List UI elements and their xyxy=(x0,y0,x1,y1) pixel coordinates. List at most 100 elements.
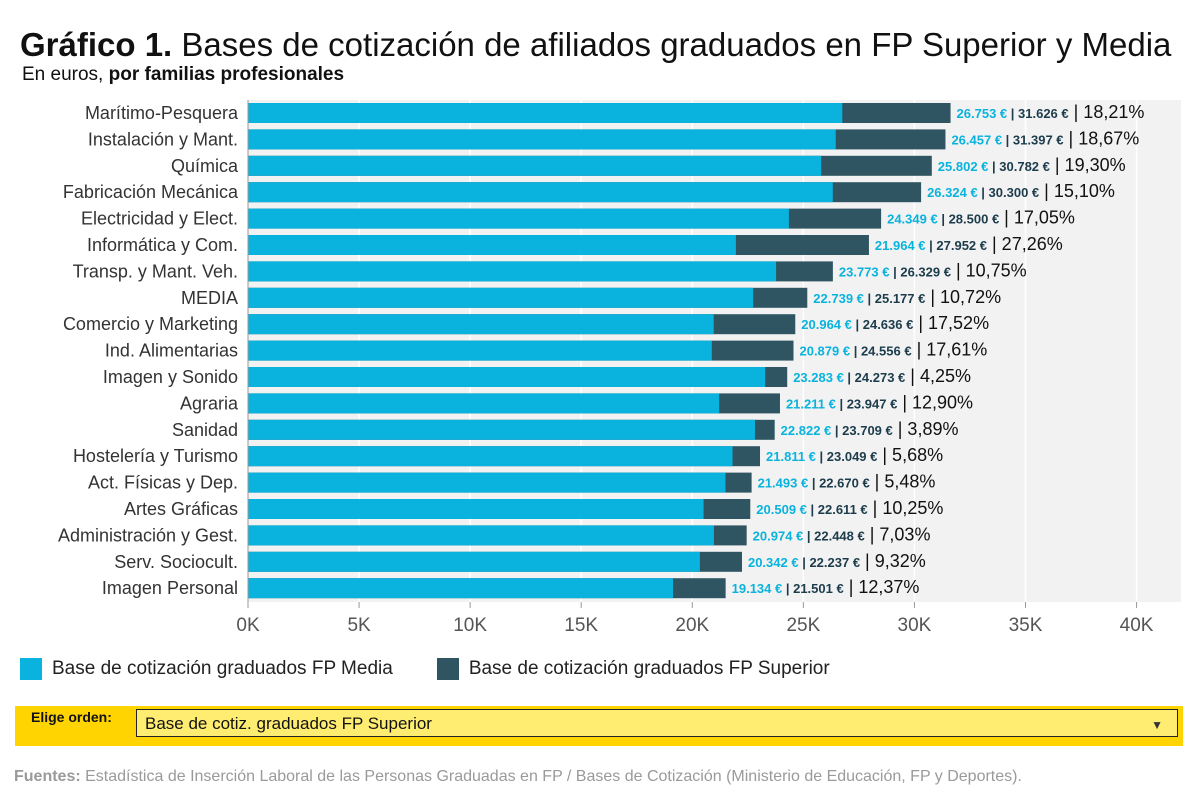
data-label: 20.509 € | 22.611 € | 10,25% xyxy=(756,498,943,518)
label-superior: | 27.952 € xyxy=(926,238,987,253)
legend-item-superior[interactable]: Base de cotización graduados FP Superior xyxy=(436,658,830,680)
label-media: 21.493 € xyxy=(758,476,809,491)
bar-media xyxy=(248,314,714,335)
data-label: 23.773 € | 26.329 € | 10,75% xyxy=(839,260,1027,280)
label-superior: | 31.397 € xyxy=(1002,132,1063,147)
subtitle-prefix: En euros, xyxy=(22,64,104,85)
label-media: 20.879 € xyxy=(799,344,850,359)
legend-label-media: Base de cotización graduados FP Media xyxy=(52,658,393,679)
bar-media xyxy=(248,208,789,229)
category-label: Instalación y Mant. xyxy=(88,129,238,149)
label-media: 26.457 € xyxy=(951,132,1002,147)
chevron-down-icon[interactable]: ▼ xyxy=(1151,718,1163,732)
label-superior: | 21.501 € xyxy=(782,581,843,596)
label-superior: | 25.177 € xyxy=(864,291,925,306)
label-pct: | 17,52% xyxy=(913,313,989,333)
bar-media xyxy=(248,472,726,493)
data-label: 21.493 € | 22.670 € | 5,48% xyxy=(758,472,936,492)
bar-media xyxy=(248,446,733,467)
label-superior: | 28.500 € xyxy=(938,212,999,227)
x-tick-label: 20K xyxy=(675,615,709,636)
label-pct: | 12,37% xyxy=(844,577,920,597)
x-tick-label: 40K xyxy=(1120,615,1154,636)
label-superior: | 23.709 € xyxy=(831,423,892,438)
category-label: Comercio y Marketing xyxy=(63,314,238,334)
label-pct: | 4,25% xyxy=(905,366,971,386)
bar-media xyxy=(248,367,766,387)
chart-subtitle: En euros, por familias profesionales xyxy=(22,64,344,86)
data-label: 23.283 € | 24.273 € | 4,25% xyxy=(793,366,971,386)
label-pct: | 9,32% xyxy=(860,551,926,571)
data-label: 26.324 € | 30.300 € | 15,10% xyxy=(927,181,1115,201)
bar-media xyxy=(248,155,822,176)
label-superior: | 22.448 € xyxy=(803,528,864,543)
label-pct: | 10,25% xyxy=(868,498,944,518)
bar-media xyxy=(248,393,720,414)
label-superior: | 23.947 € xyxy=(836,396,897,411)
x-tick-label: 15K xyxy=(564,615,598,636)
category-label: Fabricación Mecánica xyxy=(63,182,239,202)
source-note: Fuentes: Estadística de Inserción Labora… xyxy=(14,768,1022,786)
legend-label-superior: Base de cotización graduados FP Superior xyxy=(468,658,830,679)
label-media: 26.753 € xyxy=(957,106,1008,121)
label-superior: | 24.273 € xyxy=(844,370,905,385)
category-label: Sanidad xyxy=(172,420,238,440)
category-label: Química xyxy=(171,156,239,176)
label-media: 21.811 € xyxy=(766,449,816,464)
category-label: MEDIA xyxy=(181,288,238,308)
label-superior: | 22.237 € xyxy=(799,555,860,570)
sort-order-select[interactable]: Base de cotiz. graduados FP Superior ▼ xyxy=(136,709,1178,737)
label-media: 22.822 € xyxy=(781,423,832,438)
chart-title: Gráfico 1. Bases de cotización de afilia… xyxy=(20,26,1171,64)
label-superior: | 24.556 € xyxy=(850,344,911,359)
bar-media xyxy=(248,182,833,203)
bar-media xyxy=(248,103,843,123)
category-label: Informática y Com. xyxy=(87,235,238,255)
category-label: Ind. Alimentarias xyxy=(105,341,238,361)
legend-swatch-media xyxy=(20,658,42,680)
bar-media xyxy=(248,499,704,519)
label-media: 20.342 € xyxy=(748,555,799,570)
label-superior: | 30.300 € xyxy=(978,185,1039,200)
data-label: 22.739 € | 25.177 € | 10,72% xyxy=(813,287,1001,307)
label-superior: | 31.626 € xyxy=(1007,106,1068,121)
label-pct: | 18,21% xyxy=(1069,102,1145,122)
chart-title-text: Bases de cotización de afiliados graduad… xyxy=(181,26,1172,63)
data-label: 19.134 € | 21.501 € | 12,37% xyxy=(732,577,920,597)
category-label: Hostelería y Turismo xyxy=(73,446,238,466)
label-media: 26.324 € xyxy=(927,185,978,200)
data-label: 24.349 € | 28.500 € | 17,05% xyxy=(887,208,1075,228)
data-label: 20.974 € | 22.448 € | 7,03% xyxy=(753,524,931,544)
label-pct: | 5,48% xyxy=(870,472,936,492)
legend-item-media[interactable]: Base de cotización graduados FP Media xyxy=(20,658,393,680)
label-superior: | 22.611 € xyxy=(807,502,868,517)
x-tick-label: 25K xyxy=(786,615,820,636)
bar-media xyxy=(248,551,700,572)
category-label: Act. Físicas y Dep. xyxy=(88,473,238,493)
label-pct: | 10,72% xyxy=(925,287,1001,307)
label-superior: | 30.782 € xyxy=(988,159,1049,174)
label-media: 24.349 € xyxy=(887,212,938,227)
data-label: 20.879 € | 24.556 € | 17,61% xyxy=(799,340,987,360)
data-label: 25.802 € | 30.782 € | 19,30% xyxy=(938,155,1126,175)
label-superior: | 24.636 € xyxy=(852,317,913,332)
source-prefix: Fuentes: xyxy=(14,768,81,785)
sort-control-bar: Elige orden: Base de cotiz. graduados FP… xyxy=(15,706,1183,746)
category-label: Administración y Gest. xyxy=(58,525,238,545)
label-pct: | 18,67% xyxy=(1064,128,1140,148)
data-label: 26.753 € | 31.626 € | 18,21% xyxy=(957,102,1145,122)
bar-media xyxy=(248,261,777,282)
x-tick-label: 5K xyxy=(347,615,371,636)
label-media: 19.134 € xyxy=(732,581,783,596)
bar-media xyxy=(248,340,712,361)
x-tick-label: 35K xyxy=(1009,615,1043,636)
sort-order-value: Base de cotiz. graduados FP Superior xyxy=(145,714,432,733)
label-pct: | 17,05% xyxy=(999,208,1075,228)
label-pct: | 5,68% xyxy=(877,445,943,465)
bar-media xyxy=(248,578,674,599)
label-pct: | 3,89% xyxy=(893,419,959,439)
category-label: Electricidad y Elect. xyxy=(81,209,238,229)
category-label: Imagen y Sonido xyxy=(103,367,238,387)
x-tick-label: 30K xyxy=(898,615,932,636)
subtitle-emphasis: por familias profesionales xyxy=(108,64,345,85)
